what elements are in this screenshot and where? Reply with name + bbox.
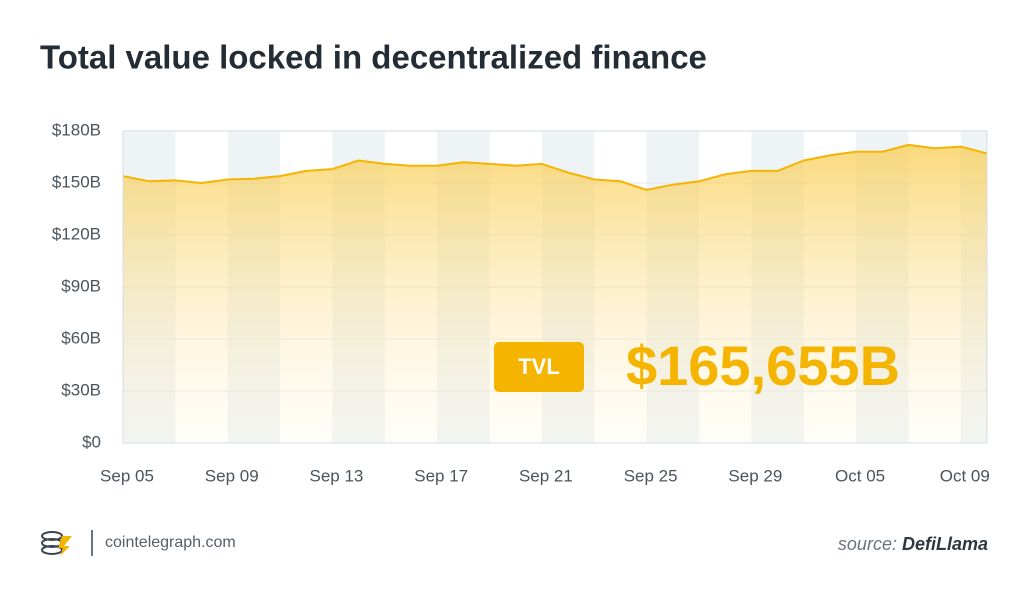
x-tick-label: Sep 21 (519, 466, 573, 485)
y-tick-label: $30B (61, 380, 101, 399)
plot-frame (122, 130, 988, 444)
source: source: DefiLlama (838, 534, 988, 554)
source-name: DefiLlama (902, 534, 988, 554)
y-tick-label: $120B (52, 224, 101, 243)
x-tick-label: Sep 25 (624, 466, 678, 485)
x-tick-label: Sep 05 (100, 466, 154, 485)
badge-box (494, 342, 584, 392)
x-tick-label: Sep 17 (414, 466, 468, 485)
source-prefix: source: (838, 534, 897, 554)
y-tick-label: $180B (52, 120, 101, 139)
y-tick-label: $90B (61, 276, 101, 295)
line (122, 143, 988, 191)
y-tick-label: $150B (52, 172, 101, 191)
x-tick-label: Oct 05 (835, 466, 885, 485)
x-tick-label: Sep 29 (728, 466, 782, 485)
brand: cointelegraph.com (105, 534, 236, 551)
badge: TVL (518, 354, 560, 379)
y-tick-label: $60B (61, 328, 101, 347)
logo (41, 531, 72, 556)
annotation: $165,655B (626, 334, 900, 397)
y-tick-label: $0 (82, 432, 101, 451)
x-tick-label: Oct 09 (940, 466, 990, 485)
area (123, 144, 987, 443)
chart-title: Total value locked in decentralized fina… (40, 39, 707, 76)
x-tick-label: Sep 13 (310, 466, 364, 485)
x-tick-label: Sep 09 (205, 466, 259, 485)
